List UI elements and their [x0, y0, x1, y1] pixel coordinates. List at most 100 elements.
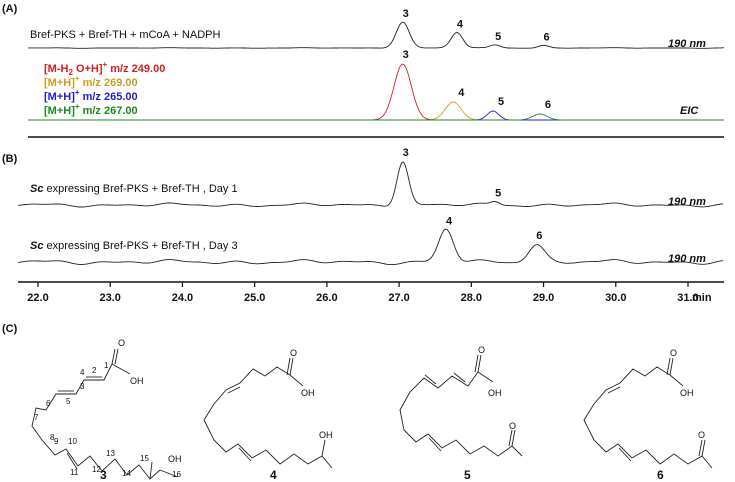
compound-5-carbonyl-2: [474, 354, 479, 373]
compound-3-atom-9: 9: [54, 437, 59, 446]
compound-5-ketone: [511, 429, 516, 447]
eic-legend-item-3-part-3: +: [75, 102, 80, 111]
peak-label-a0-6: 6: [543, 31, 549, 43]
trace-b-5: [17, 161, 724, 208]
compound-4-db-2: [238, 447, 252, 462]
x-axis-label: min: [692, 292, 712, 304]
chromatogram-traces: [17, 21, 724, 266]
compound-6-db-1: [607, 386, 621, 394]
compound-6-carbonyl-2: [666, 357, 671, 376]
eic-legend-item-2-part-4: m/z 265.00: [80, 91, 138, 103]
trace-a-4: [28, 113, 724, 121]
peak-label-b3-6: 6: [536, 230, 542, 242]
eic-legend-item-0-part-3: +: [103, 60, 108, 69]
day1-organism: Sc: [30, 183, 43, 195]
compound-3-carbonyl-2: [114, 348, 119, 365]
peak-label-b2-3: 3: [403, 147, 409, 159]
compound-3-atom-4: 4: [80, 368, 85, 377]
compound-6-db-2: [618, 447, 632, 462]
compound-3-atom-13: 13: [106, 449, 115, 458]
day1-description: expressing Bref-PKS + Bref-TH , Day 1: [43, 183, 237, 195]
compound-3-atom-5: 5: [66, 397, 71, 406]
structure-compound-4: O OH OH: [203, 348, 333, 469]
compound-3-atom-16: 16: [172, 470, 181, 479]
compound-5-ketone-o-atom: O: [509, 421, 516, 431]
x-tick-label-4: 26.0: [316, 292, 337, 304]
eic-legend-item-0-part-0: [M-H: [44, 63, 68, 75]
peak-label-b3-4: 4: [446, 216, 453, 228]
compound-3-atom-8: 8: [50, 433, 55, 442]
eic-legend-item-1-part-4: m/z 269.00: [80, 77, 138, 89]
compound-4-o-atom: O: [290, 348, 297, 358]
compound-4-c15-oh: [321, 439, 326, 457]
compound-6-chain: [583, 366, 713, 469]
x-tick-label-9: 31.0: [677, 292, 698, 304]
peak-labels: 3 4 5 6 3 3 5 4 6 4 5 6: [403, 8, 551, 242]
x-tick-label-3: 25.0: [244, 292, 265, 304]
compound-5-ketone-2: [508, 429, 513, 447]
eic-legend-item-0-part-1: 2: [68, 68, 73, 77]
compound-4-oh15-atom: OH: [319, 430, 333, 440]
panel-b-label: (B): [2, 153, 18, 165]
compound-5-db-1: [453, 372, 466, 383]
compound-4-chain: [203, 366, 333, 469]
peak-label-a0-5: 5: [495, 31, 501, 43]
compound-6-ketone-2: [698, 439, 703, 457]
compound-4-label: 4: [270, 468, 277, 482]
compound-6-ketone: [701, 439, 706, 457]
compound-3-atom-10: 10: [68, 437, 77, 446]
eic-legend-item-1-part-3: +: [75, 74, 80, 83]
peak-label-eic-5: 5: [498, 96, 504, 108]
compound-4-carbonyl-2: [286, 357, 291, 376]
x-tick-label-1: 23.0: [100, 292, 121, 304]
x-tick-label-6: 28.0: [461, 292, 482, 304]
compound-4-carbonyl: [289, 357, 294, 376]
compound-3-carbonyl: [111, 348, 116, 365]
panel-a-uv-trace-label: Bref-PKS + Bref-TH + mCoA + NADPH: [30, 29, 220, 41]
compound-5-label: 5: [464, 468, 471, 482]
compound-3-oh-atom: OH: [130, 376, 144, 386]
compound-3-db-10-11: [66, 452, 78, 470]
eic-legend-item-3-part-4: m/z 267.00: [80, 105, 138, 117]
panel-a-eic-label: EIC: [680, 105, 699, 117]
structure-compound-5: O OH O: [399, 345, 523, 457]
eic-legend-item-1: [M+H]+ m/z 269.00: [44, 74, 138, 89]
x-tick-label-7: 29.0: [533, 292, 554, 304]
x-tick-label-5: 27.0: [388, 292, 409, 304]
eic-legend-item-3-part-0: [M+H]: [44, 105, 75, 117]
panel-c-label: (C): [2, 323, 18, 335]
compound-3-atom-1: 1: [104, 361, 109, 370]
compound-3-c16: [159, 469, 179, 478]
eic-legend-item-2-part-3: +: [75, 88, 80, 97]
eic-legend-item-0-part-4: m/z 249.00: [107, 63, 165, 75]
compound-3-label: 3: [100, 468, 107, 482]
eic-legend-item-0: [M-H2 O+H]+ m/z 249.00: [44, 60, 165, 77]
compound-3-chain: [31, 363, 161, 480]
panel-a-label: (A): [2, 3, 18, 15]
compound-5-chain: [399, 371, 523, 457]
compound-3-c1-oh: [111, 363, 131, 375]
peak-label-eic-4: 4: [458, 87, 465, 99]
eic-legend-item-2-part-0: [M+H]: [44, 91, 75, 103]
compound-3-atom-14: 14: [122, 469, 131, 478]
eic-legend: [M-H2 O+H]+ m/z 249.00[M+H]+ m/z 269.00[…: [44, 60, 165, 117]
compound-5-o-atom: O: [478, 345, 485, 355]
day3-organism: Sc: [30, 240, 43, 252]
structure-compound-3: O OH OH 1 2 3 4 5 6 7 8 9 10 11 12 13 14…: [31, 338, 182, 480]
compound-5-c1-oh: [477, 371, 494, 383]
trace-b-6: [17, 228, 724, 266]
panel-a-uv-nm-label: 190 nm: [668, 38, 706, 50]
eic-legend-item-2: [M+H]+ m/z 265.00: [44, 88, 138, 103]
compound-5-oh-atom: OH: [488, 388, 502, 398]
structure-compound-6: O OH O: [583, 348, 713, 469]
compound-6-label: 6: [657, 468, 664, 482]
peak-label-a1-3: 3: [403, 49, 409, 61]
eic-legend-item-0-part-2: O+H]: [73, 63, 103, 75]
compound-3-atom-2: 2: [92, 366, 97, 375]
x-axis-ticks: 22.0 23.0 24.0 25.0 26.0 27.0 28.0 29.0 30.0 31.0: [27, 282, 699, 304]
peak-label-a0-3: 3: [403, 8, 409, 20]
compound-3-c15-oh: [149, 461, 153, 480]
compound-6-ketone-o-atom: O: [698, 430, 705, 440]
compound-3-atom-15: 15: [140, 454, 149, 463]
